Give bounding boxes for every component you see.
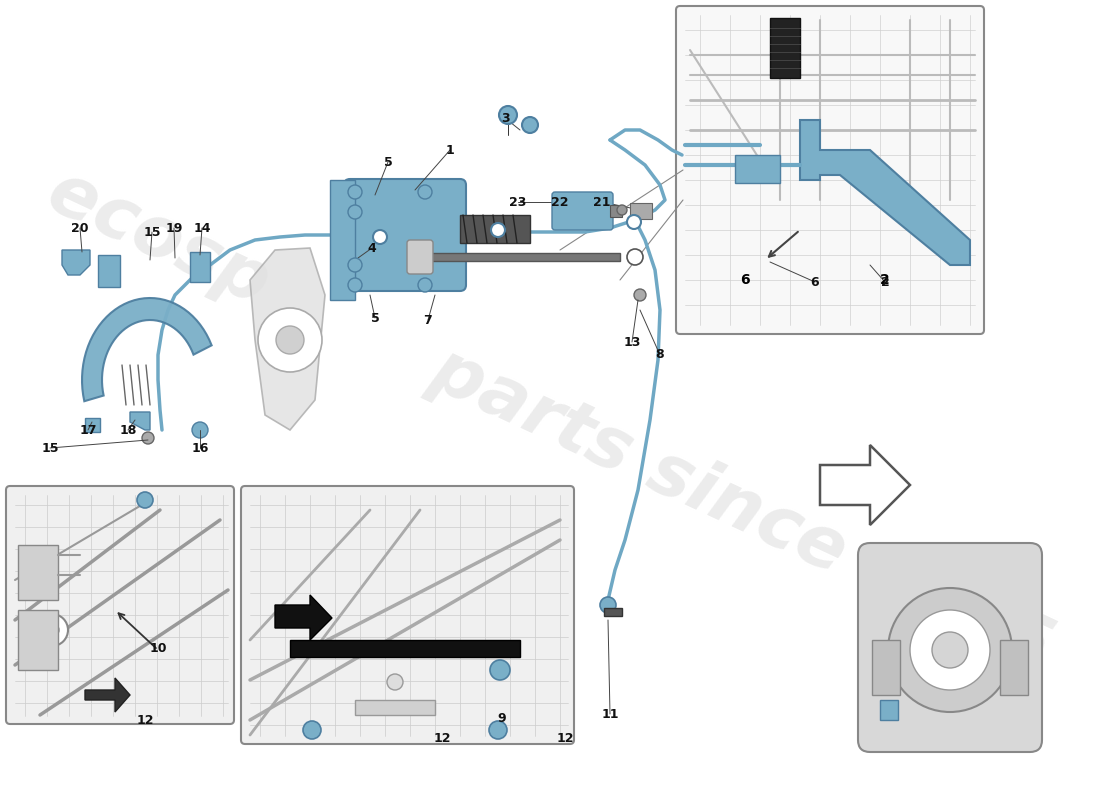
Circle shape — [348, 185, 362, 199]
Bar — [98, 255, 120, 287]
Circle shape — [348, 258, 362, 272]
Circle shape — [522, 117, 538, 133]
Circle shape — [387, 674, 403, 690]
Bar — [630, 203, 652, 219]
Text: 19: 19 — [165, 222, 183, 234]
Circle shape — [302, 721, 321, 739]
Circle shape — [634, 289, 646, 301]
Text: 22: 22 — [551, 195, 569, 209]
Text: 13: 13 — [624, 335, 640, 349]
Circle shape — [418, 278, 432, 292]
Bar — [735, 155, 780, 183]
Polygon shape — [290, 640, 520, 657]
Circle shape — [276, 326, 304, 354]
Text: 20: 20 — [72, 222, 89, 234]
Text: 10: 10 — [150, 642, 167, 654]
Text: 17: 17 — [79, 423, 97, 437]
Text: 1: 1 — [446, 143, 454, 157]
Circle shape — [490, 721, 507, 739]
Bar — [355, 700, 434, 715]
Polygon shape — [820, 445, 910, 525]
FancyBboxPatch shape — [241, 486, 574, 744]
Circle shape — [499, 106, 517, 124]
Text: 4: 4 — [367, 242, 376, 254]
FancyBboxPatch shape — [858, 543, 1042, 752]
Text: ecosp             parts since 1985: ecosp parts since 1985 — [37, 157, 1063, 683]
Text: 15: 15 — [42, 442, 58, 454]
Text: 3: 3 — [500, 111, 509, 125]
Circle shape — [36, 614, 68, 646]
Text: 16: 16 — [191, 442, 209, 454]
Bar — [18, 610, 58, 670]
Text: 21: 21 — [593, 195, 611, 209]
Text: 2: 2 — [881, 275, 890, 289]
Text: 11: 11 — [602, 707, 618, 721]
Circle shape — [45, 623, 59, 637]
Polygon shape — [330, 180, 355, 300]
FancyBboxPatch shape — [6, 486, 234, 724]
Text: 6: 6 — [811, 275, 819, 289]
Circle shape — [142, 432, 154, 444]
Text: 5: 5 — [384, 155, 393, 169]
Text: 12: 12 — [433, 731, 451, 745]
Bar — [610, 205, 621, 217]
Text: 12: 12 — [136, 714, 154, 726]
Circle shape — [418, 185, 432, 199]
Bar — [604, 608, 622, 616]
Circle shape — [888, 588, 1012, 712]
Circle shape — [138, 492, 153, 508]
Bar — [190, 252, 210, 282]
Text: 14: 14 — [194, 222, 211, 234]
Circle shape — [617, 205, 627, 215]
Text: 12: 12 — [557, 731, 574, 745]
Polygon shape — [275, 595, 332, 640]
Bar — [420, 253, 620, 261]
Polygon shape — [62, 250, 90, 275]
Bar — [460, 215, 530, 243]
Polygon shape — [130, 412, 150, 430]
Bar — [18, 545, 58, 600]
Text: 7: 7 — [424, 314, 432, 326]
Bar — [880, 700, 898, 720]
Bar — [1000, 640, 1028, 695]
Circle shape — [192, 422, 208, 438]
Circle shape — [600, 597, 616, 613]
Polygon shape — [85, 418, 100, 432]
FancyBboxPatch shape — [344, 179, 466, 291]
Text: 6: 6 — [740, 273, 750, 287]
Circle shape — [627, 215, 641, 229]
Circle shape — [491, 223, 505, 237]
Text: 23: 23 — [509, 195, 527, 209]
Text: 2: 2 — [880, 273, 890, 287]
Text: 18: 18 — [119, 423, 136, 437]
Circle shape — [348, 205, 362, 219]
Bar — [770, 18, 800, 78]
Polygon shape — [800, 120, 970, 265]
FancyBboxPatch shape — [676, 6, 984, 334]
FancyBboxPatch shape — [407, 240, 433, 274]
FancyBboxPatch shape — [552, 192, 613, 230]
Polygon shape — [85, 678, 130, 712]
Text: 9: 9 — [497, 711, 506, 725]
Text: 8: 8 — [656, 349, 664, 362]
Bar — [872, 640, 900, 695]
Polygon shape — [82, 298, 211, 402]
Circle shape — [932, 632, 968, 668]
Text: 15: 15 — [143, 226, 161, 238]
Polygon shape — [250, 248, 324, 430]
Circle shape — [490, 660, 510, 680]
Circle shape — [373, 230, 387, 244]
Text: 5: 5 — [371, 311, 380, 325]
Circle shape — [348, 278, 362, 292]
Circle shape — [627, 249, 644, 265]
Circle shape — [258, 308, 322, 372]
Circle shape — [910, 610, 990, 690]
